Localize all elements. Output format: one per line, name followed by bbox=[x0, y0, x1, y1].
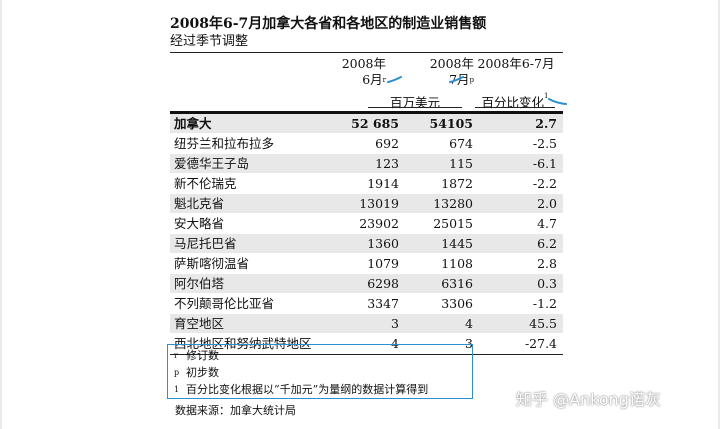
preliminary-mark: p bbox=[469, 76, 474, 84]
footnote-percent: 1 百分比变化根据以“千加元”为量纲的数据计算得到 bbox=[174, 383, 429, 396]
value-june: 692 bbox=[339, 133, 403, 154]
value-change: -27.4 bbox=[477, 333, 563, 354]
region-name: 安大略省 bbox=[170, 213, 339, 234]
top-rule bbox=[170, 52, 563, 53]
footnote-revised: r 修订数 bbox=[174, 349, 219, 362]
sales-table: 加拿大 52 685 54105 2.7 纽芬兰和拉布拉多 692 674 -2… bbox=[170, 114, 563, 354]
value-change: 6.2 bbox=[477, 233, 563, 254]
document-title: 2008年6-7月加拿大各省和各地区的制造业销售额 bbox=[170, 16, 487, 32]
footnotes-box: r 修订数 p 初步数 1 百分比变化根据以“千加元”为量纲的数据计算得到 bbox=[167, 344, 473, 399]
table-row: 马尼托巴省 1360 1445 6.2 bbox=[170, 233, 563, 254]
value-change: 45.5 bbox=[477, 313, 563, 334]
region-name: 加拿大 bbox=[170, 114, 339, 134]
watermark: 知乎 @Ankong诺灰 bbox=[516, 390, 661, 409]
header-change: 2008年6-7月 bbox=[477, 56, 555, 71]
blue-annotation-mark bbox=[548, 98, 567, 105]
value-june: 6298 bbox=[339, 273, 403, 294]
unit-money: 百万美元 bbox=[389, 95, 440, 110]
value-july: 1108 bbox=[403, 253, 477, 274]
value-july: 115 bbox=[403, 153, 477, 174]
value-change: 4.7 bbox=[477, 213, 563, 234]
blue-annotation-mark bbox=[449, 76, 464, 83]
region-name: 育空地区 bbox=[170, 313, 339, 334]
region-name: 魁北克省 bbox=[170, 193, 339, 214]
value-change: 0.3 bbox=[477, 273, 563, 294]
document-body: 2008年6-7月加拿大各省和各地区的制造业销售额 经过季节调整 2008年 6… bbox=[170, 14, 563, 355]
region-name: 阿尔伯塔 bbox=[170, 273, 339, 294]
page-edge-right bbox=[718, 0, 720, 429]
document-subtitle: 经过季节调整 bbox=[170, 34, 249, 49]
table-row: 加拿大 52 685 54105 2.7 bbox=[170, 114, 563, 134]
value-june: 123 bbox=[339, 153, 403, 174]
unit-money-underline bbox=[368, 107, 462, 108]
table-row: 不列颠哥伦比亚省 3347 3306 -1.2 bbox=[170, 293, 563, 314]
region-name: 不列颠哥伦比亚省 bbox=[170, 293, 339, 314]
unit-percent: 百分比变化1 bbox=[481, 92, 549, 110]
value-june: 1079 bbox=[339, 253, 403, 274]
table-row: 魁北克省 13019 13280 2.0 bbox=[170, 193, 563, 214]
header-june: 2008年 6月r bbox=[341, 56, 386, 87]
blue-annotation-mark bbox=[387, 76, 402, 83]
value-june: 3 bbox=[339, 313, 403, 334]
table-row: 纽芬兰和拉布拉多 692 674 -2.5 bbox=[170, 133, 563, 154]
region-name: 新不伦瑞克 bbox=[170, 173, 339, 194]
value-change: -1.2 bbox=[477, 293, 563, 314]
value-july: 54105 bbox=[403, 114, 477, 134]
table-row: 安大略省 23902 25015 4.7 bbox=[170, 213, 563, 234]
value-june: 23902 bbox=[339, 213, 403, 234]
value-july: 674 bbox=[403, 133, 477, 154]
value-june: 3347 bbox=[339, 293, 403, 314]
value-july: 13280 bbox=[403, 193, 477, 214]
value-change: -2.5 bbox=[477, 133, 563, 154]
page-edge-left bbox=[0, 0, 2, 429]
value-july: 3306 bbox=[403, 293, 477, 314]
region-name: 萨斯喀彻温省 bbox=[170, 253, 339, 274]
table-row: 阿尔伯塔 6298 6316 0.3 bbox=[170, 273, 563, 294]
value-change: 2.7 bbox=[477, 114, 563, 134]
table-header: 2008年 6月r 2008年 7月p 2008年6-7月 bbox=[170, 53, 563, 91]
value-change: -6.1 bbox=[477, 153, 563, 174]
thick-rule bbox=[170, 111, 563, 114]
value-july: 1445 bbox=[403, 233, 477, 254]
table-row: 爱德华王子岛 123 115 -6.1 bbox=[170, 153, 563, 174]
region-name: 爱德华王子岛 bbox=[170, 153, 339, 174]
value-june: 52 685 bbox=[339, 114, 403, 134]
region-name: 马尼托巴省 bbox=[170, 233, 339, 254]
revised-mark: r bbox=[382, 76, 386, 84]
value-change: 2.0 bbox=[477, 193, 563, 214]
value-july: 3 bbox=[403, 333, 477, 354]
region-name: 纽芬兰和拉布拉多 bbox=[170, 133, 339, 154]
value-july: 1872 bbox=[403, 173, 477, 194]
region-name: 西北地区和努纳武特地区 bbox=[170, 333, 339, 354]
source-note: 数据来源：加拿大统计局 bbox=[175, 404, 296, 417]
value-june: 4 bbox=[339, 333, 403, 354]
value-july: 25015 bbox=[403, 213, 477, 234]
table-row: 育空地区 3 4 45.5 bbox=[170, 313, 563, 334]
value-july: 4 bbox=[403, 313, 477, 334]
value-june: 1360 bbox=[339, 233, 403, 254]
unit-percent-underline bbox=[475, 107, 555, 108]
value-july: 6316 bbox=[403, 273, 477, 294]
table-row: 新不伦瑞克 1914 1872 -2.2 bbox=[170, 173, 563, 194]
unit-row: 百万美元 百分比变化1 bbox=[170, 91, 563, 110]
table-row: 萨斯喀彻温省 1079 1108 2.8 bbox=[170, 253, 563, 274]
value-change: -2.2 bbox=[477, 173, 563, 194]
value-june: 13019 bbox=[339, 193, 403, 214]
footnote-preliminary: p 初步数 bbox=[174, 366, 219, 379]
value-june: 1914 bbox=[339, 173, 403, 194]
bottom-rule bbox=[170, 354, 563, 355]
table-row: 西北地区和努纳武特地区 4 3 -27.4 bbox=[170, 333, 563, 354]
value-change: 2.8 bbox=[477, 253, 563, 274]
